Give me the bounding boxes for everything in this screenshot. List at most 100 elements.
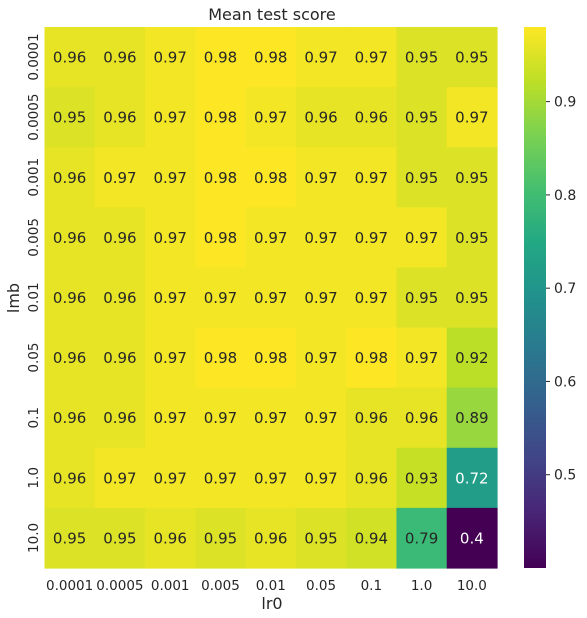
heatmap-cell xyxy=(346,507,398,569)
cell-value-label: 0.95 xyxy=(455,49,488,67)
heatmap-cell xyxy=(44,327,96,389)
cell-value-label: 0.97 xyxy=(455,109,488,127)
heatmap-cell xyxy=(44,387,96,449)
cell-value-label: 0.98 xyxy=(355,349,388,367)
heatmap-cell xyxy=(145,87,196,148)
cell-value-label: 0.98 xyxy=(254,49,287,67)
heatmap-cell xyxy=(245,387,297,449)
cell-value-label: 0.96 xyxy=(304,109,337,127)
heatmap-cell xyxy=(44,507,96,569)
cell-value-label: 0.79 xyxy=(405,529,438,547)
cell-value-label: 0.97 xyxy=(204,469,237,487)
heatmap-cell xyxy=(245,267,297,329)
cell-value-label: 0.95 xyxy=(455,229,488,247)
heatmap-cell xyxy=(245,447,297,509)
heatmap-cell xyxy=(195,147,247,208)
heatmap-cell xyxy=(295,327,347,389)
cell-value-label: 0.4 xyxy=(460,529,484,547)
cell-value-label: 0.98 xyxy=(204,349,237,367)
cell-value-label: 0.98 xyxy=(254,169,287,187)
cell-value-label: 0.97 xyxy=(304,49,337,67)
x-axis-label: lr0 xyxy=(261,594,282,613)
heatmap-cell xyxy=(446,27,498,88)
cell-value-label: 0.96 xyxy=(405,409,438,427)
cell-value-label: 0.95 xyxy=(304,529,337,547)
heatmap-cell xyxy=(446,267,498,329)
cell-value-label: 0.96 xyxy=(103,349,136,367)
chart-title: Mean test score xyxy=(208,5,335,24)
heatmap-cell xyxy=(195,27,247,88)
heatmap-cell xyxy=(295,27,347,88)
heatmap-cell xyxy=(295,147,347,208)
cell-value-label: 0.96 xyxy=(103,409,136,427)
heatmap-cell xyxy=(145,207,196,269)
cell-value-label: 0.97 xyxy=(153,349,186,367)
cell-value-label: 0.97 xyxy=(254,409,287,427)
heatmap-cell xyxy=(195,327,247,389)
heatmap-cell xyxy=(145,327,196,389)
colorbar-tick-label: 0.5 xyxy=(554,468,576,484)
heatmap-cell xyxy=(396,327,448,389)
cell-value-label: 0.97 xyxy=(103,469,136,487)
cell-value-label: 0.97 xyxy=(153,169,186,187)
cell-value-label: 0.96 xyxy=(53,169,86,187)
heatmap-cell xyxy=(94,507,146,569)
heatmap-cell xyxy=(346,447,398,509)
heatmap-cell xyxy=(295,507,347,569)
x-tick-label: 0.001 xyxy=(151,578,190,594)
cell-value-label: 0.96 xyxy=(355,109,388,127)
heatmap-cell xyxy=(446,87,498,148)
y-tick-label: 0.05 xyxy=(26,343,42,373)
cell-value-label: 0.97 xyxy=(153,409,186,427)
cell-value-label: 0.97 xyxy=(355,49,388,67)
heatmap-cell xyxy=(44,447,96,509)
heatmap-cell xyxy=(446,507,498,569)
heatmap-cell xyxy=(195,207,247,269)
heatmap-cell xyxy=(346,27,398,88)
y-tick-label: 0.01 xyxy=(26,282,42,312)
cell-value-label: 0.98 xyxy=(204,109,237,127)
colorbar-tick-label: 0.9 xyxy=(554,95,576,111)
heatmap-cell xyxy=(245,207,297,269)
cell-value-label: 0.98 xyxy=(254,349,287,367)
x-tick-label: 0.0001 xyxy=(46,578,93,594)
y-tick-label: 0.0005 xyxy=(26,94,42,141)
cell-value-label: 0.96 xyxy=(53,49,86,67)
cell-value-label: 0.97 xyxy=(355,229,388,247)
cell-value-label: 0.97 xyxy=(153,289,186,307)
cell-value-label: 0.97 xyxy=(304,289,337,307)
heatmap-cell xyxy=(245,147,297,208)
cell-value-label: 0.97 xyxy=(153,469,186,487)
heatmap-cell xyxy=(94,27,146,88)
cell-value-label: 0.97 xyxy=(153,49,186,67)
heatmap-cell xyxy=(346,327,398,389)
heatmap-cell xyxy=(245,87,297,148)
cell-value-label: 0.92 xyxy=(455,349,488,367)
x-tick-labels: 0.0001 0.0005 0.001 0.005 0.01 0.05 0.1 1.0 10.0 xyxy=(46,578,487,594)
heatmap-cell xyxy=(94,387,146,449)
cell-value-label: 0.95 xyxy=(405,169,438,187)
cell-value-label: 0.97 xyxy=(355,289,388,307)
heatmap-cell xyxy=(295,447,347,509)
cell-value-label: 0.97 xyxy=(355,169,388,187)
cell-value-label: 0.97 xyxy=(405,349,438,367)
heatmap-cell xyxy=(94,447,146,509)
cell-value-label: 0.97 xyxy=(405,229,438,247)
heatmap-cell xyxy=(44,147,96,208)
heatmap-cell xyxy=(195,267,247,329)
heatmap-cell xyxy=(195,87,247,148)
heatmap-cell xyxy=(44,87,96,148)
cell-value-label: 0.97 xyxy=(204,289,237,307)
cell-value-label: 0.97 xyxy=(153,109,186,127)
y-tick-label: 0.0001 xyxy=(26,33,42,80)
heatmap-cell xyxy=(446,207,498,269)
cell-value-label: 0.96 xyxy=(53,349,86,367)
colorbar-tick-label: 0.8 xyxy=(554,188,576,204)
cell-value-label: 0.96 xyxy=(355,409,388,427)
x-tick-label: 0.1 xyxy=(361,578,382,594)
x-tick-label: 10.0 xyxy=(457,578,487,594)
y-tick-label: 0.1 xyxy=(26,407,42,428)
heatmap-cell xyxy=(396,207,448,269)
x-tick-label: 0.005 xyxy=(201,578,240,594)
heatmap-cell xyxy=(94,207,146,269)
